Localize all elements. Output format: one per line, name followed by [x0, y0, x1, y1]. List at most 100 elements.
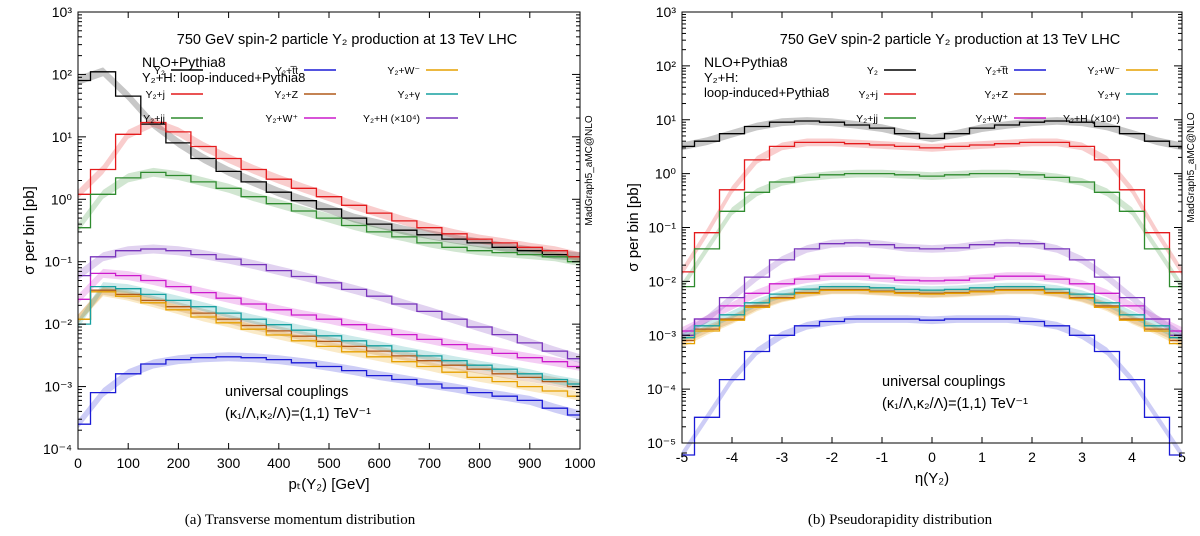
x-tick-label: 900 — [518, 455, 542, 471]
uncertainty-band — [682, 169, 1182, 291]
x-axis-label: pₜ(Y₂) [GeV] — [288, 476, 369, 493]
legend-label: Y₂+Z — [274, 89, 298, 101]
chart-title: 750 GeV spin-2 particle Y₂ production at… — [177, 32, 517, 48]
y-axis-label: σ per bin [pb] — [21, 186, 38, 274]
subtitle-line: NLO+Pythia8 — [142, 54, 226, 70]
series-line — [682, 289, 1182, 342]
y-tick-label: 10¹ — [52, 129, 73, 145]
x-tick-label: 200 — [167, 455, 191, 471]
y-tick-label: 10¹ — [656, 112, 677, 128]
series-line — [78, 356, 580, 425]
y-tick-label: 10⁻⁴ — [647, 381, 676, 397]
x-tick-label: 300 — [217, 455, 241, 471]
y-tick-label: 10⁻² — [648, 273, 676, 289]
legend-label: Y₂+W⁻ — [1087, 65, 1120, 77]
watermark: MadGraph5_aMC@NLO — [1186, 112, 1197, 222]
legend-label: Y₂+H (×10⁴) — [1063, 113, 1120, 125]
y-tick-label: 10³ — [52, 4, 73, 20]
y-tick-label: 10⁻³ — [648, 327, 676, 343]
annotation-line: (κ₁/Λ,κ₂/Λ)=(1,1) TeV⁻¹ — [882, 396, 1028, 412]
x-axis-label: η(Y₂) — [915, 470, 949, 487]
caption-eta: (b) Pseudorapidity distribution — [807, 512, 993, 528]
legend-label: Y₂+j — [145, 89, 165, 101]
x-tick-label: 5 — [1178, 449, 1186, 465]
legend-label: Y₂+H (×10⁴) — [363, 113, 420, 125]
x-tick-label: 2 — [1028, 449, 1036, 465]
legend-label: Y₂ — [867, 65, 878, 77]
y-tick-label: 10⁻⁵ — [647, 435, 676, 451]
uncertainty-band — [78, 118, 580, 262]
y-tick-label: 10⁻² — [44, 316, 72, 332]
legend-label: Y₂+jj — [856, 113, 878, 125]
series-line — [682, 120, 1182, 148]
watermark: MadGraph5_aMC@NLO — [584, 115, 595, 225]
uncertainty-band — [78, 268, 580, 371]
subtitle-line: Y₂+H: — [704, 70, 738, 85]
series-line — [78, 272, 580, 368]
series-line — [682, 141, 1182, 273]
legend-label: Y₂+t̅t — [275, 65, 298, 77]
legend-label: Y₂+j — [858, 89, 878, 101]
legend-label: Y₂+W⁺ — [265, 113, 298, 125]
caption-pt: (a) Transverse momentum distribution — [184, 512, 416, 528]
uncertainty-band — [682, 138, 1182, 276]
chart-title: 750 GeV spin-2 particle Y₂ production at… — [780, 32, 1120, 48]
series-line — [78, 285, 580, 385]
x-tick-label: 800 — [468, 455, 492, 471]
legend-label: Y₂+t̅t — [985, 65, 1008, 77]
x-tick-label: 0 — [74, 455, 82, 471]
annotation-line: universal couplings — [225, 384, 348, 400]
series-line — [682, 318, 1182, 456]
y-tick-label: 10² — [52, 66, 73, 82]
x-tick-label: 100 — [117, 455, 141, 471]
x-tick-label: 1 — [978, 449, 986, 465]
uncertainty-band — [78, 167, 580, 267]
x-tick-label: -1 — [876, 449, 889, 465]
y-tick-label: 10⁻⁴ — [43, 441, 72, 457]
legend-label: Y₂+γ — [1098, 89, 1121, 101]
chart-panel-eta: -5 -4 -3 -2 -1 0 1 2 3 4 5 10⁻⁵ 10⁻⁴ 10⁻³ 10⁻² 10⁻¹ 10⁰ 1… — [600, 0, 1200, 536]
x-tick-label: -2 — [826, 449, 839, 465]
x-tick-label: -5 — [676, 449, 689, 465]
x-tick-label: -4 — [726, 449, 739, 465]
y-tick-label: 10⁻¹ — [648, 220, 676, 236]
legend-label: Y₂ — [154, 65, 165, 77]
y-axis-label: σ per bin [pb] — [625, 183, 642, 271]
y-tick-label: 10⁰ — [655, 166, 677, 182]
series-line — [78, 289, 580, 388]
y-tick-label: 10⁻¹ — [44, 254, 72, 270]
subtitle-line: Y₂+H: loop-induced+Pythia8 — [142, 70, 305, 85]
subtitle-line: loop-induced+Pythia8 — [704, 85, 829, 100]
x-tick-label: 500 — [317, 455, 341, 471]
uncertainty-band — [78, 352, 580, 429]
annotation-line: (κ₁/Λ,κ₂/Λ)=(1,1) TeV⁻¹ — [225, 406, 371, 422]
y-tick-label: 10³ — [656, 4, 677, 20]
legend-label: Y₂+W⁻ — [387, 65, 420, 77]
x-tick-label: 400 — [267, 455, 291, 471]
y-tick-label: 10⁰ — [51, 191, 73, 207]
series-line — [682, 242, 1182, 336]
y-tick-label: 10² — [656, 58, 677, 74]
legend-label: Y₂+γ — [398, 89, 421, 101]
series-line — [78, 171, 580, 263]
x-tick-label: 0 — [928, 449, 936, 465]
series-line — [682, 172, 1182, 288]
series-line — [78, 71, 580, 258]
subtitle-line: NLO+Pythia8 — [704, 54, 788, 70]
x-tick-label: 700 — [418, 455, 442, 471]
y-tick-label: 10⁻³ — [44, 379, 72, 395]
x-tick-label: 600 — [368, 455, 392, 471]
series-line — [78, 121, 580, 258]
x-tick-label: -3 — [776, 449, 789, 465]
chart-panel-pt: 0 100 200 300 400 500 600 700 800 900 1000 10⁻⁴ 10⁻³… — [21, 4, 596, 528]
series-line — [78, 248, 580, 360]
series-line — [682, 275, 1182, 332]
series-line — [682, 289, 1182, 345]
x-tick-label: 4 — [1128, 449, 1136, 465]
x-tick-label: 1000 — [564, 455, 595, 471]
pt-distribution-chart: 0 100 200 300 400 500 600 700 800 900 1000 10⁻⁴ 10⁻³… — [21, 4, 596, 493]
legend-label: Y₂+jj — [143, 113, 165, 125]
eta-distribution-chart: -5 -4 -3 -2 -1 0 1 2 3 4 5 10⁻⁵ 10⁻⁴ 10⁻³ 10⁻² 10⁻¹ 10⁰ 1… — [625, 4, 1197, 487]
annotation-line: universal couplings — [882, 374, 1005, 390]
legend-label: Y₂+W⁺ — [975, 113, 1008, 125]
